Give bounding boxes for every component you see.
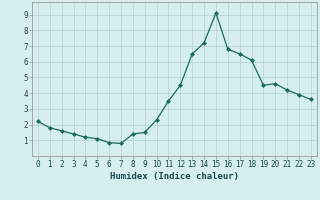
X-axis label: Humidex (Indice chaleur): Humidex (Indice chaleur) [110,172,239,181]
